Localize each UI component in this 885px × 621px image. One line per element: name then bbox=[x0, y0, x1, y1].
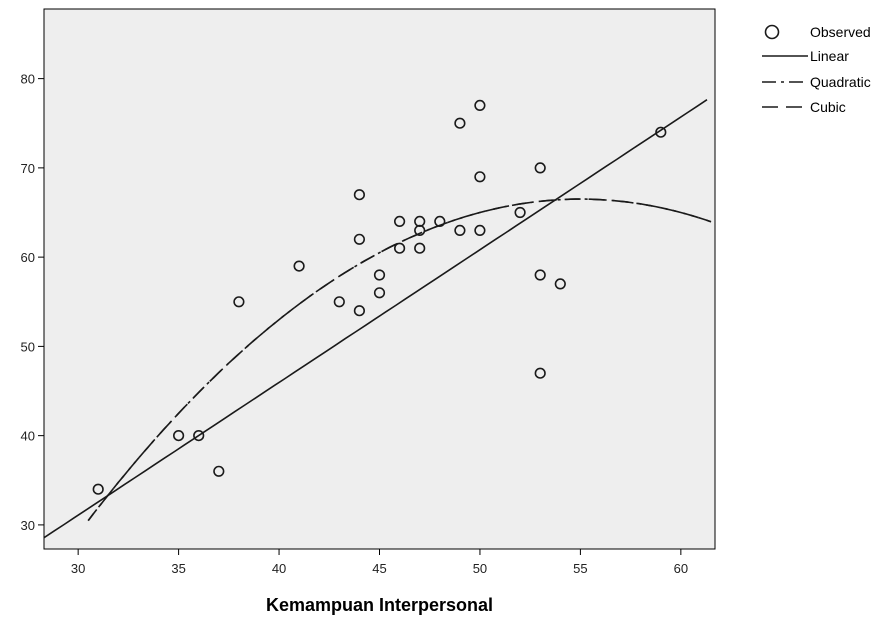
observed-point bbox=[655, 126, 667, 138]
observed-point bbox=[474, 171, 486, 183]
x-tick-label: 30 bbox=[71, 561, 85, 576]
observed-point bbox=[534, 269, 546, 281]
observed-point bbox=[394, 242, 406, 254]
observed-point bbox=[514, 206, 526, 219]
y-tick-label: 50 bbox=[21, 339, 35, 354]
observed-point bbox=[454, 224, 466, 236]
y-tick-label: 30 bbox=[21, 518, 35, 533]
observed-point bbox=[333, 296, 345, 308]
y-tick-label: 70 bbox=[21, 161, 35, 176]
legend-observed-marker bbox=[764, 24, 780, 40]
linear-fit-line bbox=[44, 99, 708, 539]
x-tick-label: 50 bbox=[473, 561, 487, 576]
y-tick-label: 40 bbox=[21, 429, 35, 444]
observed-point bbox=[554, 278, 566, 290]
observed-point bbox=[353, 233, 366, 245]
observed-point bbox=[213, 465, 225, 477]
observed-point bbox=[373, 269, 386, 281]
observed-point bbox=[233, 296, 245, 308]
observed-point bbox=[534, 162, 546, 174]
legend-linear-label: Linear bbox=[810, 48, 849, 64]
observed-point bbox=[414, 224, 426, 236]
observed-point bbox=[414, 242, 426, 254]
legend-cubic-label: Cubic bbox=[810, 99, 846, 115]
x-tick-label: 60 bbox=[674, 561, 688, 576]
observed-point bbox=[92, 483, 104, 495]
fit-lines bbox=[44, 99, 712, 539]
observed-point bbox=[434, 215, 446, 227]
observed-point bbox=[394, 215, 406, 227]
observed-point bbox=[474, 224, 486, 236]
observed-point bbox=[474, 99, 486, 111]
x-tick-label: 45 bbox=[372, 561, 386, 576]
observed-point bbox=[373, 287, 386, 299]
observed-point bbox=[353, 189, 366, 201]
observed-point bbox=[534, 367, 546, 379]
x-axis-title: Kemampuan Interpersonal bbox=[266, 595, 493, 615]
x-tick-label: 35 bbox=[171, 561, 185, 576]
y-tick-label: 60 bbox=[21, 250, 35, 265]
observed-point bbox=[173, 430, 185, 442]
observed-point bbox=[193, 430, 205, 442]
observed-points bbox=[92, 99, 667, 495]
legend-quadratic-label: Quadratic bbox=[810, 74, 871, 90]
plot-area bbox=[43, 8, 716, 550]
observed-point bbox=[454, 117, 466, 129]
observed-point bbox=[293, 260, 305, 272]
legend: Observed Linear Quadratic Cubic bbox=[762, 24, 871, 115]
observed-point bbox=[353, 305, 366, 317]
legend-observed-label: Observed bbox=[810, 24, 871, 40]
axis-ticks: 30 35 40 45 50 55 60 30 40 50 60 70 80 bbox=[21, 72, 689, 576]
y-tick-label: 80 bbox=[21, 72, 35, 87]
x-tick-label: 40 bbox=[272, 561, 286, 576]
x-tick-label: 55 bbox=[573, 561, 587, 576]
